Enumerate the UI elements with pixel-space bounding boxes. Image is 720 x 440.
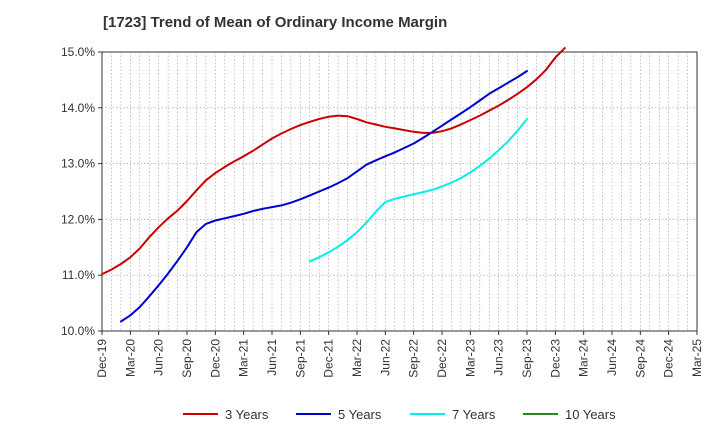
- chart-title: [1723] Trend of Mean of Ordinary Income …: [103, 14, 448, 31]
- x-tick-label: Mar-22: [350, 339, 364, 377]
- x-tick-label: Mar-24: [577, 339, 591, 377]
- series-line-3: [308, 118, 528, 263]
- legend-label: 3 Years: [225, 407, 269, 422]
- x-tick-label: Mar-23: [463, 339, 477, 377]
- y-tick-label: 10.0%: [61, 324, 95, 338]
- x-tick-label: Sep-20: [180, 339, 194, 378]
- x-tick-label: Jun-23: [492, 339, 506, 376]
- y-tick-label: 12.0%: [61, 212, 95, 226]
- x-tick-label: Jun-22: [378, 339, 392, 376]
- legend-label: 10 Years: [565, 407, 616, 422]
- legend-label: 5 Years: [338, 407, 382, 422]
- x-tick-label: Sep-24: [633, 339, 647, 378]
- x-tick-label: Mar-21: [237, 339, 251, 377]
- x-tick-label: Mar-20: [123, 339, 137, 377]
- x-tick-label: Sep-23: [520, 339, 534, 378]
- legend-label: 7 Years: [452, 407, 496, 422]
- x-tick-label: Jun-20: [152, 339, 166, 376]
- x-tick-label: Mar-25: [690, 339, 704, 377]
- x-tick-label: Dec-21: [322, 339, 336, 378]
- series-line-2: [119, 70, 528, 323]
- x-tick-label: Dec-22: [435, 339, 449, 378]
- y-tick-label: 11.0%: [62, 268, 95, 282]
- x-tick-label: Sep-22: [407, 339, 421, 378]
- series-line-1: [101, 47, 566, 276]
- y-tick-label: 13.0%: [61, 157, 95, 171]
- plot-frame: [101, 51, 698, 332]
- x-tick-label: Dec-19: [95, 339, 109, 378]
- x-tick-label: Jun-21: [265, 339, 279, 376]
- x-tick-label: Jun-24: [605, 339, 619, 376]
- x-tick-label: Dec-24: [662, 339, 676, 378]
- x-tick-label: Sep-21: [293, 339, 307, 378]
- x-tick-label: Dec-23: [548, 339, 562, 378]
- x-tick-label: Dec-20: [208, 339, 222, 378]
- y-tick-label: 15.0%: [61, 45, 95, 59]
- y-tick-label: 14.0%: [61, 101, 95, 115]
